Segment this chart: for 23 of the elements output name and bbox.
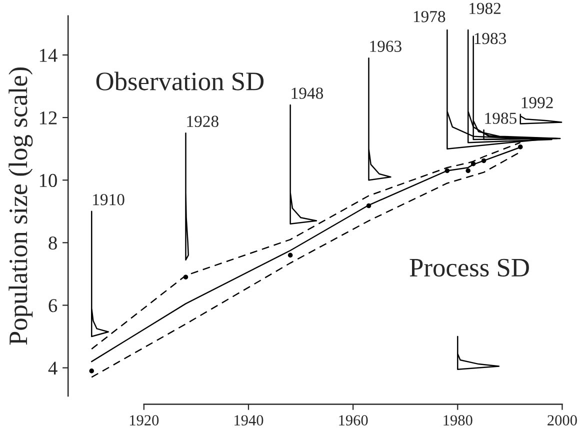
annotation: 1928 [187,116,218,128]
x-tick-label: 2000 [548,415,577,426]
annotation: 1948 [292,88,324,99]
x-tick-label: 1940 [234,415,264,426]
x-tick-label: 1960 [339,415,368,426]
y-tick-label: 4 [48,362,58,375]
y-tick-label: 12 [40,111,57,124]
annotation: 1963 [370,40,402,52]
annotation: Process SD [410,258,529,277]
annotation: 1978 [414,10,446,22]
y-tick-label: 14 [40,48,58,62]
x-tick-label: 1980 [444,415,472,426]
annotation: 1910 [93,194,124,206]
x-tick-label: 1920 [130,415,159,426]
y-axis-title: Population size (log scale) [8,67,33,345]
annotation: 1985 [485,112,516,124]
y-tick-label: 6 [48,299,58,312]
annotation: 1982 [470,2,501,14]
annotation: 1983 [474,32,506,44]
annotation: Observation SD [96,72,264,90]
y-tick-label: 8 [48,236,57,250]
y-tick-label: 10 [40,174,57,188]
annotation: 1992 [522,97,553,108]
